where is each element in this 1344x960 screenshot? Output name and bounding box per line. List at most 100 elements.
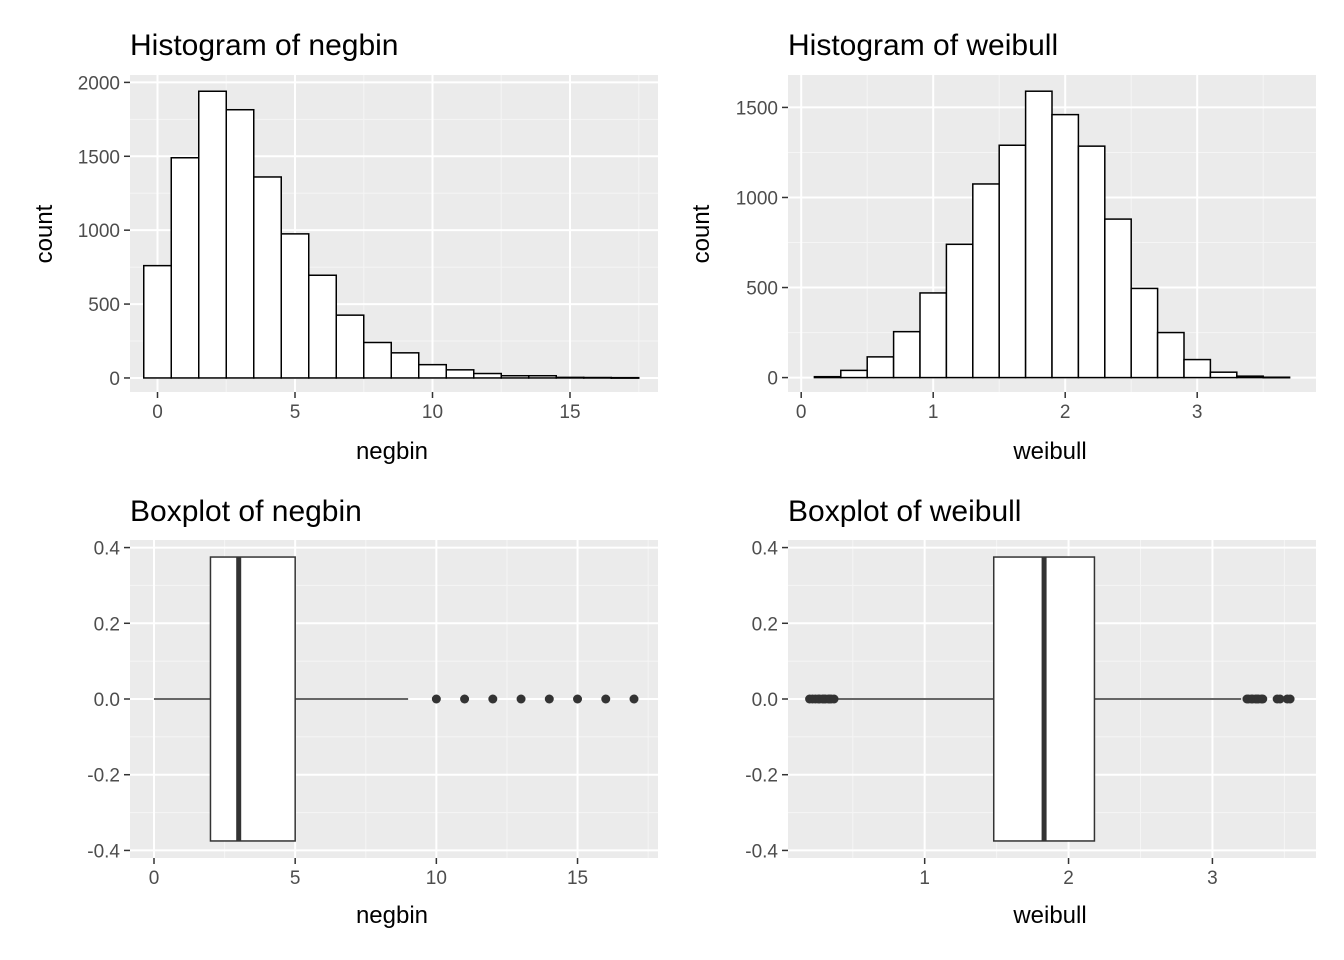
y-tick-label: 1000: [736, 188, 778, 209]
histogram-bar: [1077, 145, 1106, 379]
x-tick-label: 5: [290, 868, 301, 889]
x-tick-label: 3: [1192, 402, 1203, 423]
x-tick-label: 15: [567, 868, 588, 889]
histogram-bar: [280, 233, 310, 379]
x-tick-label: 0: [152, 402, 163, 423]
histogram-bar: [500, 374, 530, 379]
histogram-bar: [610, 376, 640, 379]
outlier-point: [573, 694, 583, 704]
y-tick-label: 0.2: [94, 614, 120, 635]
y-tick-label: -0.4: [87, 841, 120, 862]
x-tick-label: 1: [928, 402, 939, 423]
y-tick-label: 0: [109, 369, 120, 390]
histogram-bar: [555, 376, 585, 379]
histogram-bar: [866, 356, 895, 379]
histogram-bar: [972, 183, 1000, 379]
histogram-bar: [919, 292, 948, 379]
x-tick-label: 2: [1060, 402, 1071, 423]
outlier-point: [1285, 694, 1295, 704]
chart-title: Histogram of weibull: [788, 29, 1058, 62]
x-tick-label: 0: [796, 402, 807, 423]
y-tick-label: 0.0: [752, 690, 778, 711]
y-tick-label: 0: [767, 369, 778, 390]
x-tick-label: 15: [559, 402, 580, 423]
histogram-bar: [1051, 113, 1080, 379]
histogram-bar: [335, 314, 365, 379]
y-tick-label: 0.4: [94, 539, 121, 560]
histogram-bar: [418, 363, 447, 379]
y-tick-label: 1000: [78, 221, 120, 242]
y-tick-label: 500: [88, 295, 120, 316]
boxplot-negbin-panel: 0 5 10 15 -0.4 -0.2 0.0 0.2 0.4 Boxplot of negbi…: [87, 495, 658, 929]
chart-title: Boxplot of negbin: [130, 495, 362, 528]
plot-area: 1 2 3 -0.4 -0.2 0.0 0.2 0.4: [745, 539, 1316, 889]
x-axis-title: negbin: [356, 438, 428, 465]
histogram-bar: [473, 372, 502, 379]
histogram-bar: [1183, 358, 1212, 379]
outlier-point: [431, 694, 441, 704]
outlier-point: [460, 694, 470, 704]
y-tick-label: -0.2: [745, 766, 778, 787]
outlier-point: [544, 694, 554, 704]
y-tick-label: 500: [746, 279, 778, 300]
outlier-point: [516, 694, 526, 704]
x-axis-title: weibull: [1012, 438, 1086, 465]
x-tick-label: 1: [919, 868, 930, 889]
plot-area: 0 1 2 3 0 500 1000 1500: [736, 75, 1316, 423]
histogram-bar: [308, 274, 337, 379]
histogram-negbin-panel: 0 5 10 15 0 500 1000 1500 2000 Histogram of negb…: [31, 29, 658, 465]
x-tick-label: 2: [1063, 868, 1074, 889]
histogram-bar: [998, 144, 1027, 379]
histogram-bar: [1236, 375, 1264, 379]
x-tick-label: 10: [426, 868, 447, 889]
x-tick-label: 0: [149, 868, 160, 889]
y-tick-label: 1500: [736, 98, 778, 119]
histogram-bar: [225, 108, 255, 379]
histogram-bar: [583, 376, 612, 379]
chart-title: Histogram of negbin: [130, 29, 398, 62]
x-tick-label: 3: [1207, 868, 1218, 889]
outlier-point: [1275, 694, 1285, 704]
histogram-bar: [198, 90, 227, 379]
y-tick-label: -0.4: [745, 841, 778, 862]
plot-area: 0 5 10 15 0 500 1000 1500 2000: [78, 73, 658, 423]
histogram-bar: [253, 176, 282, 379]
histogram-bar: [892, 330, 921, 379]
histogram-bar: [1024, 90, 1053, 379]
x-axis-title: negbin: [356, 902, 428, 929]
chart-title: Boxplot of weibull: [788, 495, 1021, 528]
histogram-bar: [390, 352, 420, 379]
histogram-bar: [813, 375, 842, 379]
histogram-bar: [363, 341, 392, 379]
histogram-bar: [1262, 376, 1291, 379]
histogram-bar: [945, 243, 974, 379]
y-tick-label: 2000: [78, 73, 120, 94]
box: [209, 556, 296, 842]
y-tick-label: 0.0: [94, 690, 120, 711]
y-tick-label: -0.2: [87, 766, 120, 787]
outlier-point: [601, 694, 611, 704]
x-axis-title: weibull: [1012, 902, 1086, 929]
boxplot-weibull-panel: 1 2 3-0.4-0.20.00.20.4 Boxplot of weibull …: [745, 495, 1316, 929]
y-tick-label: 1500: [78, 147, 120, 168]
outlier-point: [629, 694, 639, 704]
y-tick-label: 0.2: [752, 614, 778, 635]
y-axis-title: count: [688, 204, 715, 263]
histogram-bar: [1130, 287, 1159, 379]
x-tick-label: 5: [290, 402, 301, 423]
histogram-bar: [170, 157, 200, 379]
outlier-point: [829, 694, 839, 704]
y-axis-title: count: [31, 204, 58, 263]
histogram-bar: [1156, 331, 1185, 379]
x-tick-label: 10: [422, 402, 443, 423]
y-tick-label: 0.4: [752, 539, 779, 560]
plot-area: 0 5 10 15 -0.4 -0.2 0.0 0.2 0.4: [87, 539, 658, 889]
histogram-weibull-panel: 0 1 2 3 0 500 1000 1500 Histogram of weibull we…: [688, 29, 1316, 465]
histogram-bar: [1104, 218, 1132, 379]
outlier-point: [1258, 694, 1268, 704]
histogram-bar: [840, 369, 868, 379]
histogram-bar: [1209, 371, 1238, 379]
histogram-bar: [143, 264, 172, 379]
histogram-bar: [445, 369, 475, 379]
